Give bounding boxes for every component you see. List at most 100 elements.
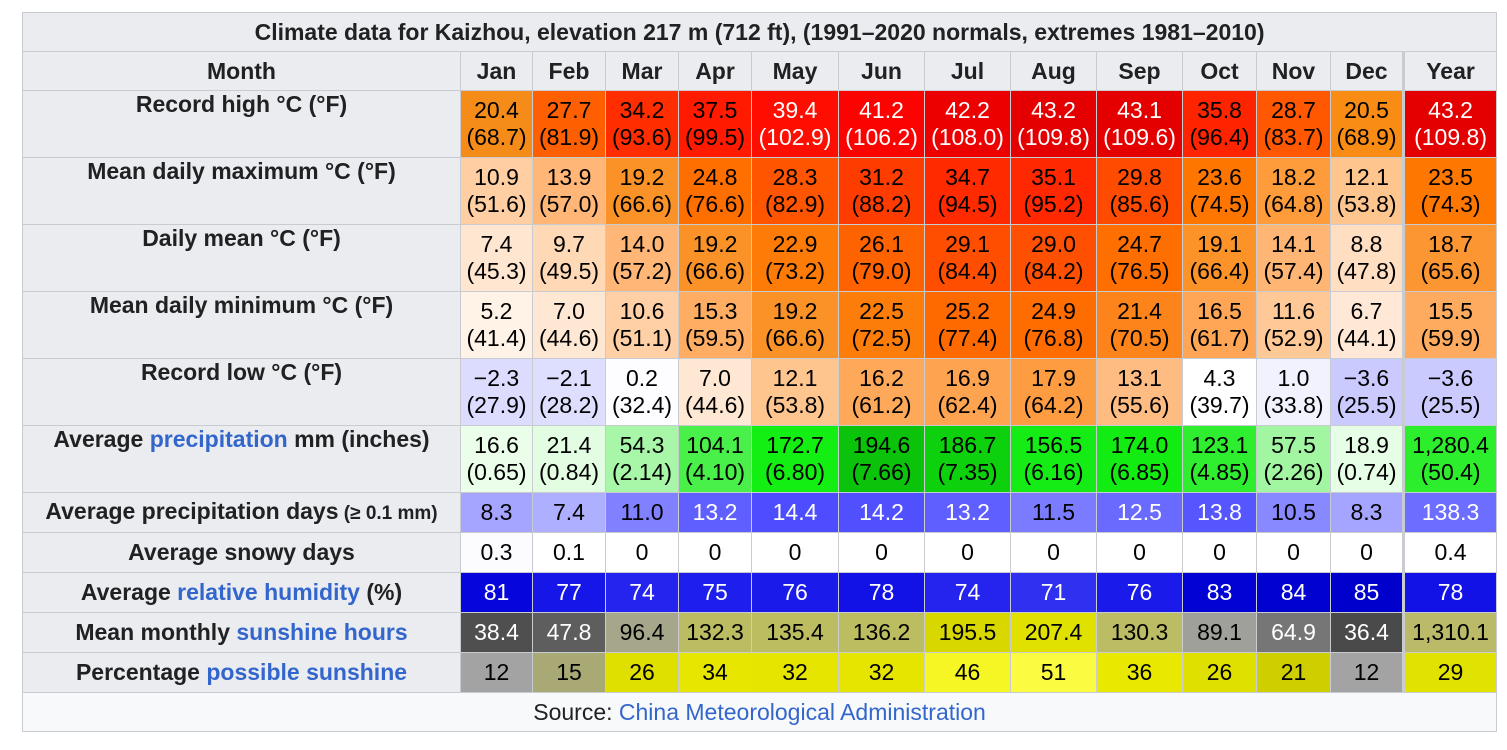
cell-imperial-value: (93.6) bbox=[611, 124, 673, 150]
cell-daily-mean-2: 14.0 (57.2) bbox=[605, 224, 679, 292]
cell-value: 18.9 bbox=[1344, 432, 1389, 458]
cell-value: 74 bbox=[629, 579, 655, 605]
cell-value: 0 bbox=[788, 539, 802, 565]
cell-value: 13.9 bbox=[546, 164, 592, 190]
row-label-note: (≥ 0.1 mm) bbox=[338, 503, 438, 524]
cell-value: −2.1 bbox=[546, 365, 592, 391]
row-daily-mean: Daily mean °C (°F) 7.4 (45.3) 9.7 (49.5) 14.0… bbox=[22, 224, 1498, 292]
cell-snowy-days-11: 0 bbox=[1330, 532, 1404, 573]
cell-imperial-value: (76.5) bbox=[1109, 258, 1170, 284]
cell-value: 0 bbox=[1213, 539, 1226, 565]
cell-precip-1: 21.4 (0.84) bbox=[532, 425, 606, 493]
cell-imperial-value: (84.2) bbox=[1023, 258, 1084, 284]
cell-value: 34.2 bbox=[619, 97, 665, 123]
cell-imperial-value: (59.9) bbox=[1420, 325, 1481, 351]
table-body: Record high °C (°F) 20.4 (68.7) 27.7 (81.9) 3… bbox=[22, 90, 1498, 693]
cell-precip-days-2: 11.0 bbox=[605, 492, 679, 533]
row-label-link[interactable]: relative humidity bbox=[177, 579, 360, 605]
row-label-link[interactable]: possible sunshine bbox=[206, 659, 408, 685]
cell-value: 8.3 bbox=[1350, 499, 1383, 525]
cell-precip-days-7: 11.5 bbox=[1010, 492, 1097, 533]
cell-imperial-value: (84.4) bbox=[937, 258, 998, 284]
cell-imperial-value: (59.5) bbox=[684, 325, 746, 351]
cell-value: 195.5 bbox=[938, 619, 997, 645]
cell-record-low-9: 4.3 (39.7) bbox=[1182, 358, 1257, 426]
cell-imperial-value: (52.9) bbox=[1263, 325, 1324, 351]
cell-value: 27.7 bbox=[546, 97, 592, 123]
row-label-link[interactable]: sunshine hours bbox=[236, 619, 408, 645]
cell-value: 11.6 bbox=[1271, 298, 1316, 324]
month-header-6: Jul bbox=[924, 51, 1011, 91]
cell-mean-max-12: 23.5 (74.3) bbox=[1401, 157, 1498, 225]
cell-daily-mean-10: 14.1 (57.4) bbox=[1256, 224, 1331, 292]
cell-imperial-value: (96.4) bbox=[1189, 124, 1250, 150]
cell-value: 136.2 bbox=[852, 619, 911, 645]
cell-value: 78 bbox=[868, 579, 895, 605]
source-link[interactable]: China Meteorological Administration bbox=[618, 698, 986, 725]
cell-possible-sunshine-0: 12 bbox=[460, 652, 533, 693]
cell-sunshine-hours-0: 38.4 bbox=[460, 612, 533, 653]
cell-value: 19.2 bbox=[619, 164, 665, 190]
cell-value: 13.2 bbox=[945, 499, 990, 525]
row-label-snowy-days: Average snowy days bbox=[22, 532, 461, 573]
cell-precip-days-6: 13.2 bbox=[924, 492, 1011, 533]
cell-value: 172.7 bbox=[766, 432, 824, 458]
cell-record-low-8: 13.1 (55.6) bbox=[1096, 358, 1183, 426]
cell-mean-max-9: 23.6 (74.5) bbox=[1182, 157, 1257, 225]
cell-precip-days-4: 14.4 bbox=[751, 492, 839, 533]
cell-possible-sunshine-9: 26 bbox=[1182, 652, 1257, 693]
cell-imperial-value: (94.5) bbox=[937, 191, 998, 217]
cell-value: 12.1 bbox=[772, 365, 818, 391]
cell-snowy-days-9: 0 bbox=[1182, 532, 1257, 573]
table-caption: Climate data for Kaizhou, elevation 217 … bbox=[21, 12, 1498, 52]
row-precip-days: Average precipitation days (≥ 0.1 mm) 8.3… bbox=[22, 492, 1498, 533]
cell-record-high-3: 37.5 (99.5) bbox=[678, 90, 752, 158]
cell-daily-mean-6: 29.1 (84.4) bbox=[924, 224, 1011, 292]
cell-value: 13.2 bbox=[692, 499, 738, 525]
cell-value: 76 bbox=[1126, 579, 1153, 605]
cell-imperial-value: (109.8) bbox=[1017, 124, 1090, 150]
cell-value: 15.5 bbox=[1428, 298, 1473, 324]
cell-mean-min-3: 15.3 (59.5) bbox=[678, 291, 752, 359]
cell-value: 35.1 bbox=[1031, 164, 1076, 190]
cell-humidity-9: 83 bbox=[1182, 572, 1257, 613]
cell-record-low-3: 7.0 (44.6) bbox=[678, 358, 752, 426]
cell-value: 194.6 bbox=[852, 432, 911, 458]
row-label-precip: Average precipitation mm (inches) bbox=[22, 425, 461, 493]
cell-record-low-2: 0.2 (32.4) bbox=[605, 358, 679, 426]
row-label-link[interactable]: precipitation bbox=[149, 426, 288, 452]
cell-value: 7.4 bbox=[480, 231, 513, 257]
cell-record-low-0: −2.3 (27.9) bbox=[460, 358, 533, 426]
month-header-7: Aug bbox=[1010, 51, 1097, 91]
cell-precip-days-10: 10.5 bbox=[1256, 492, 1331, 533]
cell-value: 38.4 bbox=[474, 619, 519, 645]
cell-imperial-value: (44.1) bbox=[1336, 325, 1397, 351]
cell-daily-mean-0: 7.4 (45.3) bbox=[460, 224, 533, 292]
row-record-high: Record high °C (°F) 20.4 (68.7) 27.7 (81.9) 3… bbox=[22, 90, 1498, 158]
cell-value: 10.9 bbox=[474, 164, 519, 190]
cell-value: 46 bbox=[954, 659, 981, 685]
cell-imperial-value: (108.0) bbox=[931, 124, 1004, 150]
cell-daily-mean-8: 24.7 (76.5) bbox=[1096, 224, 1183, 292]
cell-precip-3: 104.1 (4.10) bbox=[678, 425, 752, 493]
cell-value: 7.0 bbox=[553, 298, 585, 324]
row-label-text: Mean monthly bbox=[75, 619, 237, 645]
cell-value: 75 bbox=[702, 579, 728, 605]
cell-precip-9: 123.1 (4.85) bbox=[1182, 425, 1257, 493]
cell-imperial-value: (68.9) bbox=[1336, 124, 1397, 150]
cell-imperial-value: (62.4) bbox=[937, 392, 998, 418]
cell-record-high-11: 20.5 (68.9) bbox=[1330, 90, 1404, 158]
row-humidity: Average relative humidity (%) 81 77 74 75 76 7… bbox=[22, 572, 1498, 613]
row-snowy-days: Average snowy days 0.3 0.1 0 0 0 0 0 0 0 0 0 0 0.4 bbox=[22, 532, 1498, 573]
cell-record-high-12: 43.2 (109.8) bbox=[1401, 90, 1498, 158]
row-label-text: Mean daily maximum °C (°F) bbox=[87, 158, 396, 184]
cell-snowy-days-4: 0 bbox=[751, 532, 839, 573]
cell-daily-mean-5: 26.1 (79.0) bbox=[838, 224, 925, 292]
cell-value: 1,280.4 bbox=[1412, 432, 1489, 458]
cell-value: 13.1 bbox=[1117, 365, 1162, 391]
cell-value: 37.5 bbox=[692, 97, 738, 123]
row-label-precip-days: Average precipitation days (≥ 0.1 mm) bbox=[22, 492, 461, 533]
cell-value: 85 bbox=[1353, 579, 1380, 605]
cell-humidity-0: 81 bbox=[460, 572, 533, 613]
cell-imperial-value: (106.2) bbox=[845, 124, 918, 150]
